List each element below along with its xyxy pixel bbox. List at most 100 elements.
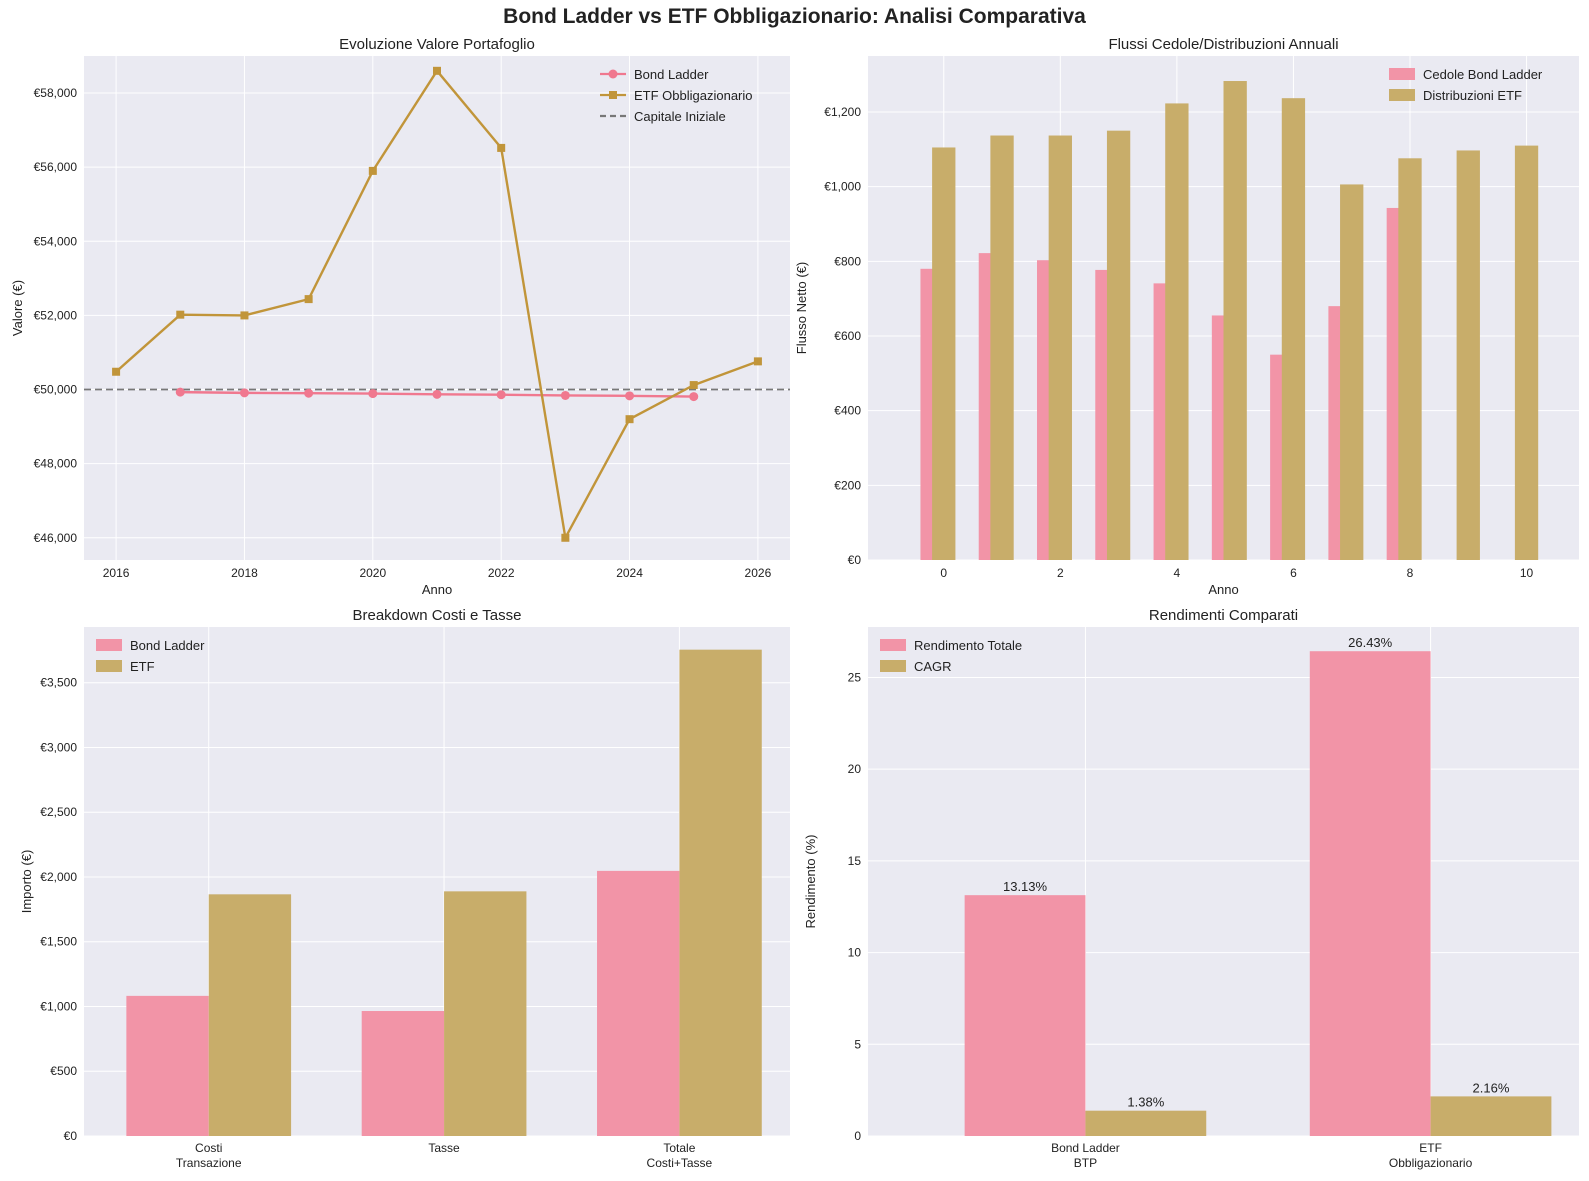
etf-distribution-bar xyxy=(1398,158,1422,560)
etf-distribution-bar xyxy=(1456,150,1480,560)
x-tick-label: Bond Ladder BTP xyxy=(1051,1141,1120,1170)
etf-distribution-bar xyxy=(932,147,956,560)
etf-point xyxy=(304,295,313,304)
y-tick-label: €2,500 xyxy=(40,805,77,819)
bond-ladder-point xyxy=(560,390,570,400)
y-tick-label: €48,000 xyxy=(34,457,78,471)
bar-a xyxy=(597,870,680,1136)
legend-swatch xyxy=(880,660,906,672)
etf-distribution-bar xyxy=(1514,145,1539,560)
y-tick-label: €54,000 xyxy=(34,234,78,248)
y-tick-label: €200 xyxy=(834,478,861,492)
bar-b xyxy=(1430,1096,1552,1136)
etf-distribution-bar xyxy=(1048,135,1072,560)
y-tick-label: €0 xyxy=(848,553,862,567)
x-tick-label: ETF Obbligazionario xyxy=(1389,1141,1473,1170)
etf-distribution-bar xyxy=(1223,81,1247,560)
bar-value-label: 2.16% xyxy=(1473,1080,1510,1095)
bar-b xyxy=(444,891,527,1136)
legend-label: Bond Ladder xyxy=(130,638,205,653)
etf-point xyxy=(497,143,506,152)
x-tick-label: 2024 xyxy=(616,566,643,580)
y-tick-label: 0 xyxy=(854,1129,861,1143)
legend-swatch xyxy=(1389,68,1415,80)
bar-a xyxy=(964,895,1086,1136)
y-tick-label: 10 xyxy=(848,946,862,960)
chart-title: Breakdown Costi e Tasse xyxy=(353,607,522,624)
bar-a xyxy=(1309,651,1431,1136)
x-tick-label: 2016 xyxy=(103,566,130,580)
y-axis-label: Flusso Netto (€) xyxy=(794,262,809,354)
bar-value-label: 13.13% xyxy=(1003,879,1048,894)
bond-ladder-point xyxy=(689,392,699,402)
legend-label: Cedole Bond Ladder xyxy=(1423,67,1543,82)
y-tick-label: €400 xyxy=(834,404,861,418)
x-axis-label: Anno xyxy=(1208,582,1238,597)
etf-distribution-bar xyxy=(1281,98,1306,560)
y-tick-label: €50,000 xyxy=(34,383,78,397)
x-tick-label: 2018 xyxy=(231,566,258,580)
chart-panel-3: Breakdown Costi e Tasse €0 €500 €1,000 €1,50… xyxy=(19,607,790,1170)
etf-point xyxy=(561,533,570,542)
bar-value-label: 26.43% xyxy=(1348,635,1393,650)
chart-title: Evoluzione Valore Portafoglio xyxy=(339,36,535,53)
y-axis-label: Valore (€) xyxy=(10,280,25,336)
y-tick-label: €600 xyxy=(834,329,861,343)
x-tick-label: Costi Transazione xyxy=(176,1141,242,1170)
legend-label: ETF xyxy=(130,659,155,674)
legend-marker xyxy=(608,69,618,79)
y-tick-label: 5 xyxy=(854,1037,861,1051)
y-tick-label: €1,000 xyxy=(40,999,77,1013)
legend-marker xyxy=(609,91,617,99)
y-tick-label: €3,500 xyxy=(40,676,77,690)
bar-b xyxy=(208,894,292,1136)
chart-title: Rendimenti Comparati xyxy=(1149,607,1298,624)
plot-area xyxy=(84,56,790,560)
etf-distribution-bar xyxy=(1165,103,1189,560)
legend-label: ETF Obbligazionario xyxy=(634,88,753,103)
etf-point xyxy=(112,367,121,376)
legend-swatch xyxy=(1389,89,1415,101)
y-tick-label: €800 xyxy=(834,254,861,268)
y-axis-label: Importo (€) xyxy=(19,850,34,914)
etf-point xyxy=(625,415,634,424)
etf-distribution-bar xyxy=(990,135,1014,560)
y-tick-label: €56,000 xyxy=(34,160,78,174)
etf-point xyxy=(240,311,249,320)
etf-point xyxy=(368,166,377,175)
x-tick-label: 0 xyxy=(940,566,947,580)
legend-swatch xyxy=(96,660,122,672)
etf-distribution-bar xyxy=(1340,184,1364,560)
chart-title: Flussi Cedole/Distribuzioni Annuali xyxy=(1108,36,1338,53)
chart-panel-1: Evoluzione Valore Portafoglio €46,000 €48,… xyxy=(10,36,790,597)
x-tick-label: 6 xyxy=(1290,566,1297,580)
etf-point xyxy=(176,310,185,319)
bar-a xyxy=(126,995,209,1136)
x-tick-label: 2020 xyxy=(359,566,386,580)
y-tick-label: 15 xyxy=(848,854,862,868)
y-tick-label: €1,000 xyxy=(824,180,861,194)
y-tick-label: 20 xyxy=(848,762,862,776)
legend-swatch xyxy=(96,639,122,651)
y-tick-label: €0 xyxy=(64,1129,78,1143)
figure-title: Bond Ladder vs ETF Obbligazionario: Anal… xyxy=(503,5,1086,28)
y-tick-label: €3,000 xyxy=(40,740,77,754)
legend-label: Capitale Iniziale xyxy=(634,109,726,124)
etf-distribution-bar xyxy=(1106,130,1131,560)
bond-ladder-point xyxy=(625,391,635,401)
x-tick-label: 10 xyxy=(1520,566,1534,580)
y-tick-label: €2,000 xyxy=(40,870,77,884)
bond-ladder-point xyxy=(368,389,378,399)
bond-ladder-point xyxy=(432,389,442,399)
x-tick-label: 2 xyxy=(1057,566,1064,580)
x-tick-label: 2026 xyxy=(745,566,772,580)
y-tick-label: €500 xyxy=(50,1064,77,1078)
y-tick-label: €52,000 xyxy=(34,308,78,322)
bond-ladder-point xyxy=(496,390,506,400)
y-tick-label: €1,500 xyxy=(40,935,77,949)
y-tick-label: €58,000 xyxy=(34,86,78,100)
x-tick-label: 4 xyxy=(1174,566,1181,580)
x-tick-label: Totale Costi+Tasse xyxy=(647,1141,713,1170)
